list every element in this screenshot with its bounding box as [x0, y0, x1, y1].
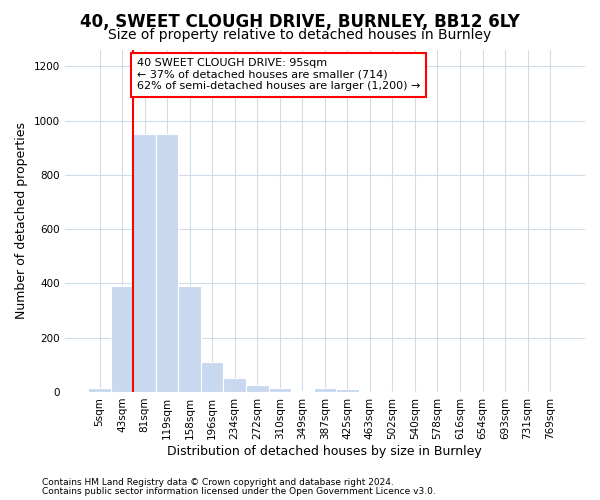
- Bar: [269, 388, 291, 392]
- Bar: [133, 134, 156, 392]
- Bar: [336, 389, 359, 392]
- Bar: [314, 388, 336, 392]
- Y-axis label: Number of detached properties: Number of detached properties: [15, 122, 28, 320]
- Bar: [246, 385, 269, 392]
- Bar: [201, 362, 223, 392]
- Bar: [111, 286, 133, 392]
- Bar: [88, 388, 111, 392]
- Text: 40, SWEET CLOUGH DRIVE, BURNLEY, BB12 6LY: 40, SWEET CLOUGH DRIVE, BURNLEY, BB12 6L…: [80, 12, 520, 30]
- X-axis label: Distribution of detached houses by size in Burnley: Distribution of detached houses by size …: [167, 444, 482, 458]
- Bar: [291, 390, 314, 392]
- Text: 40 SWEET CLOUGH DRIVE: 95sqm
← 37% of detached houses are smaller (714)
62% of s: 40 SWEET CLOUGH DRIVE: 95sqm ← 37% of de…: [137, 58, 420, 92]
- Bar: [156, 134, 178, 392]
- Text: Contains HM Land Registry data © Crown copyright and database right 2024.: Contains HM Land Registry data © Crown c…: [42, 478, 394, 487]
- Text: Size of property relative to detached houses in Burnley: Size of property relative to detached ho…: [109, 28, 491, 42]
- Bar: [223, 378, 246, 392]
- Text: Contains public sector information licensed under the Open Government Licence v3: Contains public sector information licen…: [42, 487, 436, 496]
- Bar: [178, 286, 201, 392]
